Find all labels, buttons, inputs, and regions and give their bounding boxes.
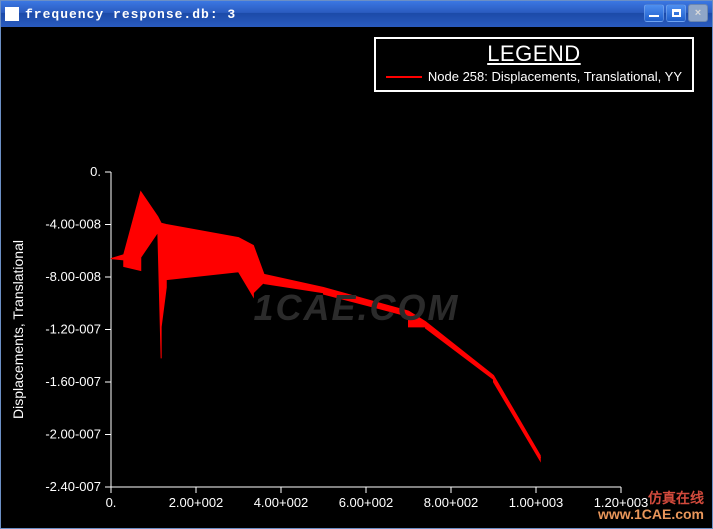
legend-row: Node 258: Displacements, Translational, … — [386, 69, 682, 84]
window-title: frequency response.db: 3 — [25, 7, 236, 22]
svg-text:-2.00-007: -2.00-007 — [45, 427, 101, 442]
svg-text:0.: 0. — [90, 164, 101, 179]
svg-text:8.00+002: 8.00+002 — [424, 495, 479, 510]
svg-text:4.00+002: 4.00+002 — [254, 495, 309, 510]
legend-title: LEGEND — [386, 41, 682, 67]
legend-swatch — [386, 76, 422, 78]
svg-text:0.: 0. — [106, 495, 117, 510]
svg-text:-1.60-007: -1.60-007 — [45, 374, 101, 389]
svg-text:-4.00-008: -4.00-008 — [45, 217, 101, 232]
svg-text:-8.00-008: -8.00-008 — [45, 269, 101, 284]
legend-series-label: Node 258: Displacements, Translational, … — [428, 69, 682, 84]
svg-text:-2.40-007: -2.40-007 — [45, 479, 101, 494]
chart-svg: 0. -4.00-008 -8.00-008 -1.20-007 -1.60-007 -2… — [1, 27, 712, 529]
svg-text:Displacements, Translational: Displacements, Translational — [10, 240, 26, 419]
svg-text:-1.20-007: -1.20-007 — [45, 322, 101, 337]
svg-text:6.00+002: 6.00+002 — [339, 495, 394, 510]
app-window: frequency response.db: 3 × 0. -4.00-008 -8… — [0, 0, 713, 529]
close-button[interactable]: × — [688, 4, 708, 22]
svg-text:1.00+003: 1.00+003 — [509, 495, 564, 510]
svg-text:1.20+003: 1.20+003 — [594, 495, 649, 510]
titlebar[interactable]: frequency response.db: 3 × — [1, 1, 712, 27]
maximize-button[interactable] — [666, 4, 686, 22]
window-controls: × — [644, 4, 708, 22]
svg-text:2.00+002: 2.00+002 — [169, 495, 224, 510]
minimize-button[interactable] — [644, 4, 664, 22]
system-icon — [5, 7, 19, 21]
chart-area: 0. -4.00-008 -8.00-008 -1.20-007 -1.60-007 -2… — [1, 27, 712, 528]
legend-box: LEGEND Node 258: Displacements, Translat… — [374, 37, 694, 92]
